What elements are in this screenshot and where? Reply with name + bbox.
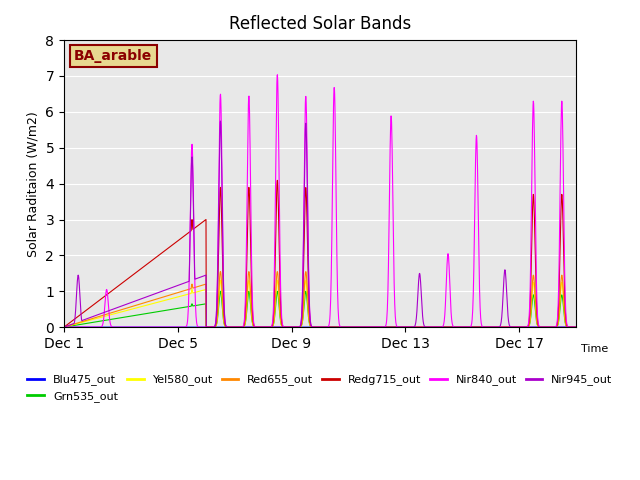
Red655_out — [182, 288, 189, 293]
Redg715_out — [455, 324, 463, 330]
Yel580_out — [60, 324, 68, 330]
Nir945_out — [137, 296, 145, 302]
Yel580_out — [182, 292, 189, 298]
Grn535_out — [455, 324, 463, 330]
Line: Grn535_out: Grn535_out — [64, 291, 605, 327]
Nir945_out — [601, 324, 609, 330]
Yel580_out — [601, 324, 609, 330]
Red655_out — [275, 282, 282, 288]
Red655_out — [60, 324, 68, 330]
Yel580_out — [275, 288, 282, 294]
Grn535_out — [275, 297, 282, 302]
Legend: Blu475_out, Grn535_out, Yel580_out, Red655_out, Redg715_out, Nir840_out, Nir945_: Blu475_out, Grn535_out, Yel580_out, Red6… — [23, 370, 617, 406]
Red655_out — [217, 269, 225, 275]
Grn535_out — [60, 324, 68, 330]
Nir840_out — [182, 324, 189, 330]
Line: Yel580_out: Yel580_out — [64, 280, 605, 327]
Blu475_out — [86, 324, 93, 330]
Nir945_out — [182, 280, 189, 286]
Redg715_out — [275, 212, 282, 217]
Red655_out — [86, 316, 93, 322]
Line: Redg715_out: Redg715_out — [64, 180, 605, 327]
Blu475_out — [137, 324, 145, 330]
Nir945_out — [275, 324, 282, 330]
Grn535_out — [601, 324, 609, 330]
Nir840_out — [275, 131, 282, 137]
Nir945_out — [359, 324, 367, 330]
Nir945_out — [455, 324, 463, 330]
Redg715_out — [601, 324, 609, 330]
Nir840_out — [455, 324, 463, 330]
Yel580_out — [137, 304, 145, 310]
Grn535_out — [217, 288, 225, 294]
Nir840_out — [137, 324, 145, 330]
Red655_out — [455, 324, 463, 330]
Nir840_out — [273, 72, 281, 78]
Nir840_out — [186, 261, 193, 267]
Red655_out — [601, 324, 609, 330]
Line: Red655_out: Red655_out — [64, 272, 605, 327]
Title: Reflected Solar Bands: Reflected Solar Bands — [229, 15, 411, 33]
Yel580_out — [217, 277, 225, 283]
Grn535_out — [137, 312, 145, 317]
Blu475_out — [455, 324, 463, 330]
Y-axis label: Solar Raditaion (W/m2): Solar Raditaion (W/m2) — [27, 111, 40, 256]
Text: BA_arable: BA_arable — [74, 49, 152, 63]
Redg715_out — [86, 305, 93, 311]
Redg715_out — [186, 229, 193, 235]
Yel580_out — [455, 324, 463, 330]
Red655_out — [137, 301, 145, 307]
Blu475_out — [182, 324, 189, 330]
Grn535_out — [86, 320, 93, 326]
Grn535_out — [182, 304, 189, 310]
Redg715_out — [182, 232, 189, 238]
Blu475_out — [60, 324, 68, 330]
Nir840_out — [86, 324, 93, 330]
Text: Time: Time — [581, 344, 609, 354]
Blu475_out — [275, 324, 282, 330]
Yel580_out — [86, 317, 93, 323]
Grn535_out — [186, 304, 193, 310]
Nir945_out — [586, 113, 594, 119]
Redg715_out — [273, 178, 281, 183]
Red655_out — [186, 286, 193, 292]
Nir945_out — [86, 315, 93, 321]
Nir840_out — [601, 324, 609, 330]
Yel580_out — [186, 291, 193, 297]
Nir945_out — [186, 265, 193, 271]
Line: Nir945_out: Nir945_out — [64, 116, 605, 327]
Nir945_out — [60, 324, 68, 330]
Nir840_out — [60, 324, 68, 330]
Blu475_out — [601, 324, 609, 330]
Redg715_out — [60, 324, 68, 330]
Line: Nir840_out: Nir840_out — [64, 75, 605, 327]
Blu475_out — [186, 324, 193, 330]
Redg715_out — [137, 266, 145, 272]
